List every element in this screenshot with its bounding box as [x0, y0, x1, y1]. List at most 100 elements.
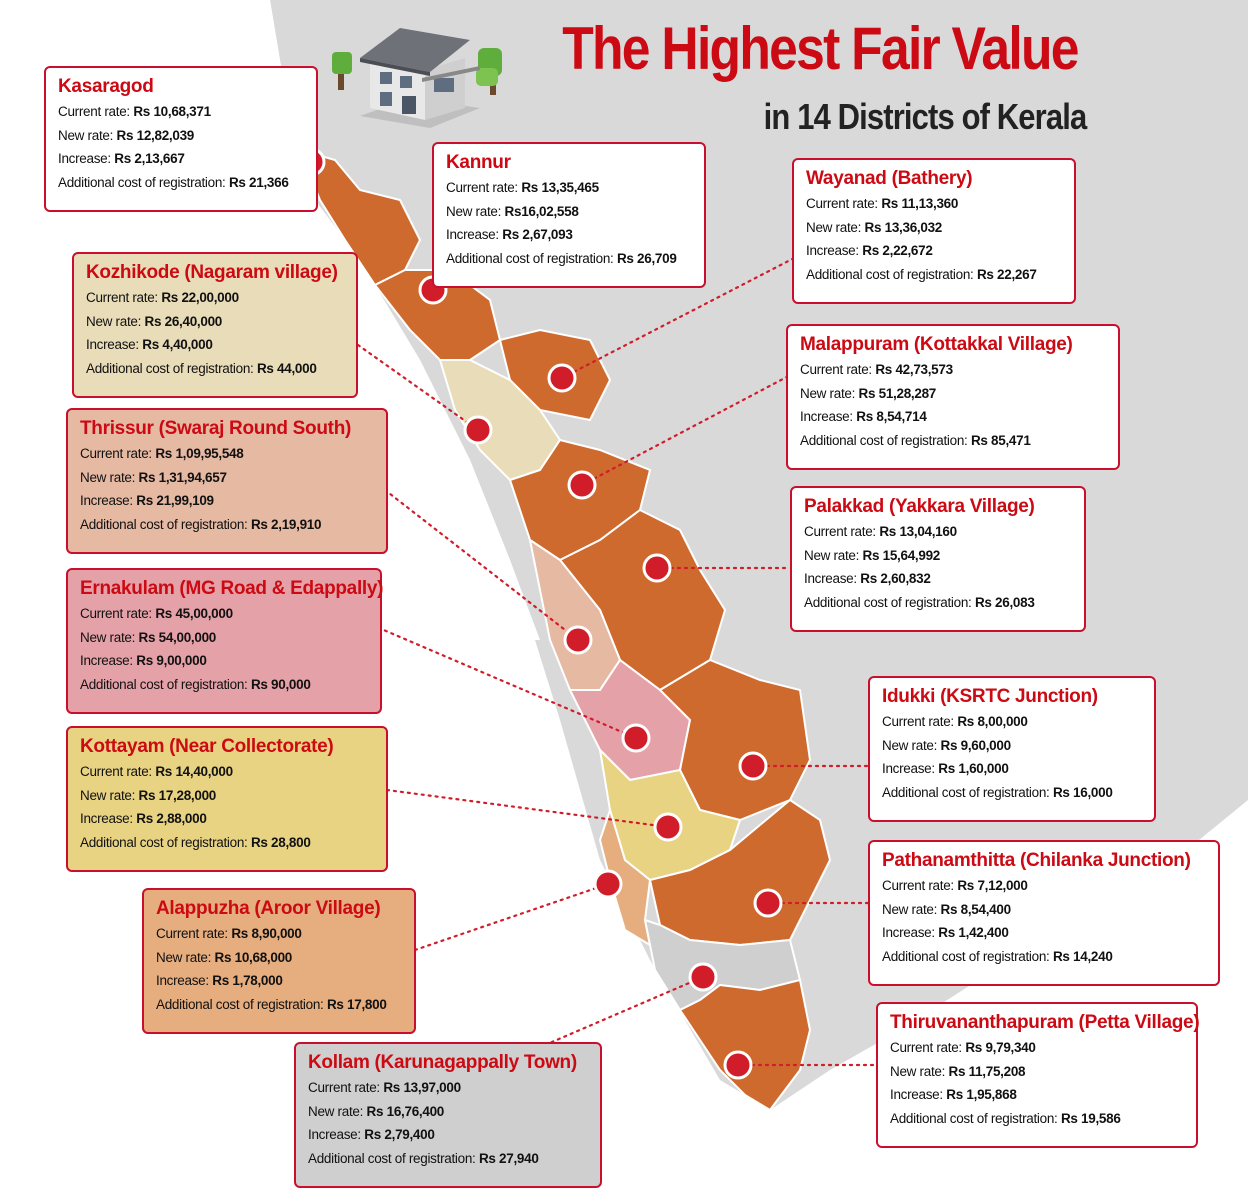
new-rate-value: Rs 8,54,400: [940, 901, 1012, 917]
new-rate-row: New rate: Rs 17,28,000: [80, 784, 376, 808]
additional-cost-row: Additional cost of registration: Rs 19,5…: [890, 1107, 1186, 1131]
current-rate-row: Current rate: Rs 11,13,360: [806, 192, 1064, 216]
current-rate-value: Rs 11,13,360: [881, 196, 959, 211]
current-rate-label: Current rate:: [804, 524, 876, 539]
current-rate-value: Rs 14,40,000: [155, 764, 233, 779]
district-name: Kollam (Karunagappally Town): [308, 1052, 577, 1073]
current-rate-label: Current rate:: [308, 1080, 380, 1095]
new-rate-value: Rs 9,60,000: [940, 737, 1012, 753]
increase-label: Increase:: [882, 761, 935, 776]
district-name: Kannur: [446, 152, 511, 173]
increase-value: Rs 9,00,000: [136, 653, 207, 668]
increase-value: Rs 1,78,000: [212, 973, 283, 988]
district-name: Palakkad (Yakkara Village): [804, 496, 1035, 517]
new-rate-label: New rate:: [80, 469, 136, 485]
district-name: Wayanad (Bathery): [806, 168, 973, 189]
additional-cost-row: Additional cost of registration: Rs 21,3…: [58, 171, 306, 195]
current-rate-row: Current rate: Rs 7,12,000: [882, 874, 1208, 898]
additional-cost-label: Additional cost of registration:: [882, 784, 1050, 800]
additional-cost-value: Rs 90,000: [250, 676, 311, 692]
new-rate-value: Rs 1,31,94,657: [138, 469, 227, 485]
marker-thiruvananthapuram: [723, 1050, 753, 1080]
additional-cost-row: Additional cost of registration: Rs 16,0…: [882, 781, 1144, 805]
current-rate-value: Rs 7,12,000: [957, 878, 1028, 893]
new-rate-label: New rate:: [80, 787, 136, 803]
increase-row: Increase: Rs 21,99,109: [80, 489, 376, 513]
increase-row: Increase: Rs 9,00,000: [80, 649, 370, 673]
increase-value: Rs 2,60,832: [860, 571, 931, 586]
current-rate-value: Rs 45,00,000: [155, 606, 233, 621]
current-rate-row: Current rate: Rs 42,73,573: [800, 358, 1108, 382]
current-rate-label: Current rate:: [800, 362, 872, 377]
new-rate-value: Rs 10,68,000: [214, 949, 293, 965]
new-rate-label: New rate:: [890, 1063, 946, 1079]
marker-palakkad: [642, 553, 672, 583]
new-rate-row: New rate: Rs16,02,558: [446, 200, 694, 224]
additional-cost-label: Additional cost of registration:: [804, 594, 972, 610]
increase-value: Rs 2,79,400: [364, 1127, 435, 1142]
district-name: Alappuzha (Aroor Village): [156, 898, 381, 919]
connector-ernakulam: [370, 623, 638, 740]
increase-label: Increase:: [800, 409, 853, 424]
new-rate-value: Rs16,02,558: [504, 203, 579, 219]
new-rate-row: New rate: Rs 12,82,039: [58, 124, 306, 148]
increase-label: Increase:: [58, 151, 111, 166]
new-rate-row: New rate: Rs 51,28,287: [800, 382, 1108, 406]
increase-value: Rs 1,95,868: [946, 1087, 1017, 1102]
new-rate-row: New rate: Rs 13,36,032: [806, 216, 1064, 240]
increase-row: Increase: Rs 1,60,000: [882, 757, 1144, 781]
page-subtitle: in 14 Districts of Kerala: [763, 96, 1087, 137]
increase-row: Increase: Rs 2,88,000: [80, 807, 376, 831]
additional-cost-label: Additional cost of registration:: [80, 516, 248, 532]
additional-cost-row: Additional cost of registration: Rs 17,8…: [156, 993, 404, 1017]
current-rate-label: Current rate:: [890, 1040, 962, 1055]
marker-kozhikode: [463, 415, 493, 445]
new-rate-label: New rate:: [806, 219, 862, 235]
current-rate-value: Rs 8,00,000: [957, 714, 1028, 729]
current-rate-value: Rs 9,79,340: [965, 1040, 1036, 1055]
increase-value: Rs 1,42,400: [938, 925, 1009, 940]
marker-alappuzha: [593, 869, 623, 899]
additional-cost-value: Rs 16,000: [1052, 784, 1113, 800]
card-wayanad: Wayanad (Bathery) Current rate: Rs 11,13,…: [792, 158, 1076, 304]
additional-cost-row: Additional cost of registration: Rs 2,19…: [80, 513, 376, 537]
increase-label: Increase:: [890, 1087, 943, 1102]
additional-cost-label: Additional cost of registration:: [800, 432, 968, 448]
increase-row: Increase: Rs 2,60,832: [804, 567, 1074, 591]
increase-value: Rs 4,40,000: [142, 337, 213, 352]
current-rate-row: Current rate: Rs 1,09,95,548: [80, 442, 376, 466]
current-rate-row: Current rate: Rs 13,04,160: [804, 520, 1074, 544]
current-rate-label: Current rate:: [86, 290, 158, 305]
increase-label: Increase:: [804, 571, 857, 586]
increase-label: Increase:: [86, 337, 139, 352]
increase-label: Increase:: [882, 925, 935, 940]
additional-cost-row: Additional cost of registration: Rs 26,0…: [804, 591, 1074, 615]
current-rate-row: Current rate: Rs 45,00,000: [80, 602, 370, 626]
current-rate-value: Rs 13,35,465: [521, 180, 599, 195]
district-name: Ernakulam (MG Road & Edappally): [80, 578, 384, 599]
increase-label: Increase:: [80, 653, 133, 668]
current-rate-value: Rs 13,04,160: [879, 524, 957, 539]
current-rate-label: Current rate:: [156, 926, 228, 941]
additional-cost-row: Additional cost of registration: Rs 85,4…: [800, 429, 1108, 453]
additional-cost-row: Additional cost of registration: Rs 27,9…: [308, 1147, 590, 1171]
marker-wayanad: [547, 363, 577, 393]
card-kollam: Kollam (Karunagappally Town) Current rate…: [294, 1042, 602, 1188]
additional-cost-value: Rs 2,19,910: [250, 516, 322, 532]
new-rate-label: New rate:: [882, 737, 938, 753]
current-rate-value: Rs 8,90,000: [231, 926, 302, 941]
additional-cost-label: Additional cost of registration:: [156, 996, 324, 1012]
current-rate-value: Rs 10,68,371: [133, 104, 211, 119]
new-rate-label: New rate:: [86, 313, 142, 329]
increase-label: Increase:: [446, 227, 499, 242]
district-name: Kasaragod: [58, 76, 154, 97]
increase-label: Increase:: [80, 811, 133, 826]
card-thiruvananthapuram: Thiruvananthapuram (Petta Village) Curren…: [876, 1002, 1200, 1148]
current-rate-label: Current rate:: [80, 446, 152, 461]
additional-cost-value: Rs 17,800: [326, 996, 387, 1012]
additional-cost-label: Additional cost of registration:: [446, 250, 614, 266]
new-rate-value: Rs 16,76,400: [366, 1103, 445, 1119]
marker-ernakulam: [621, 723, 651, 753]
additional-cost-value: Rs 19,586: [1060, 1110, 1121, 1126]
marker-malappuram: [567, 470, 597, 500]
